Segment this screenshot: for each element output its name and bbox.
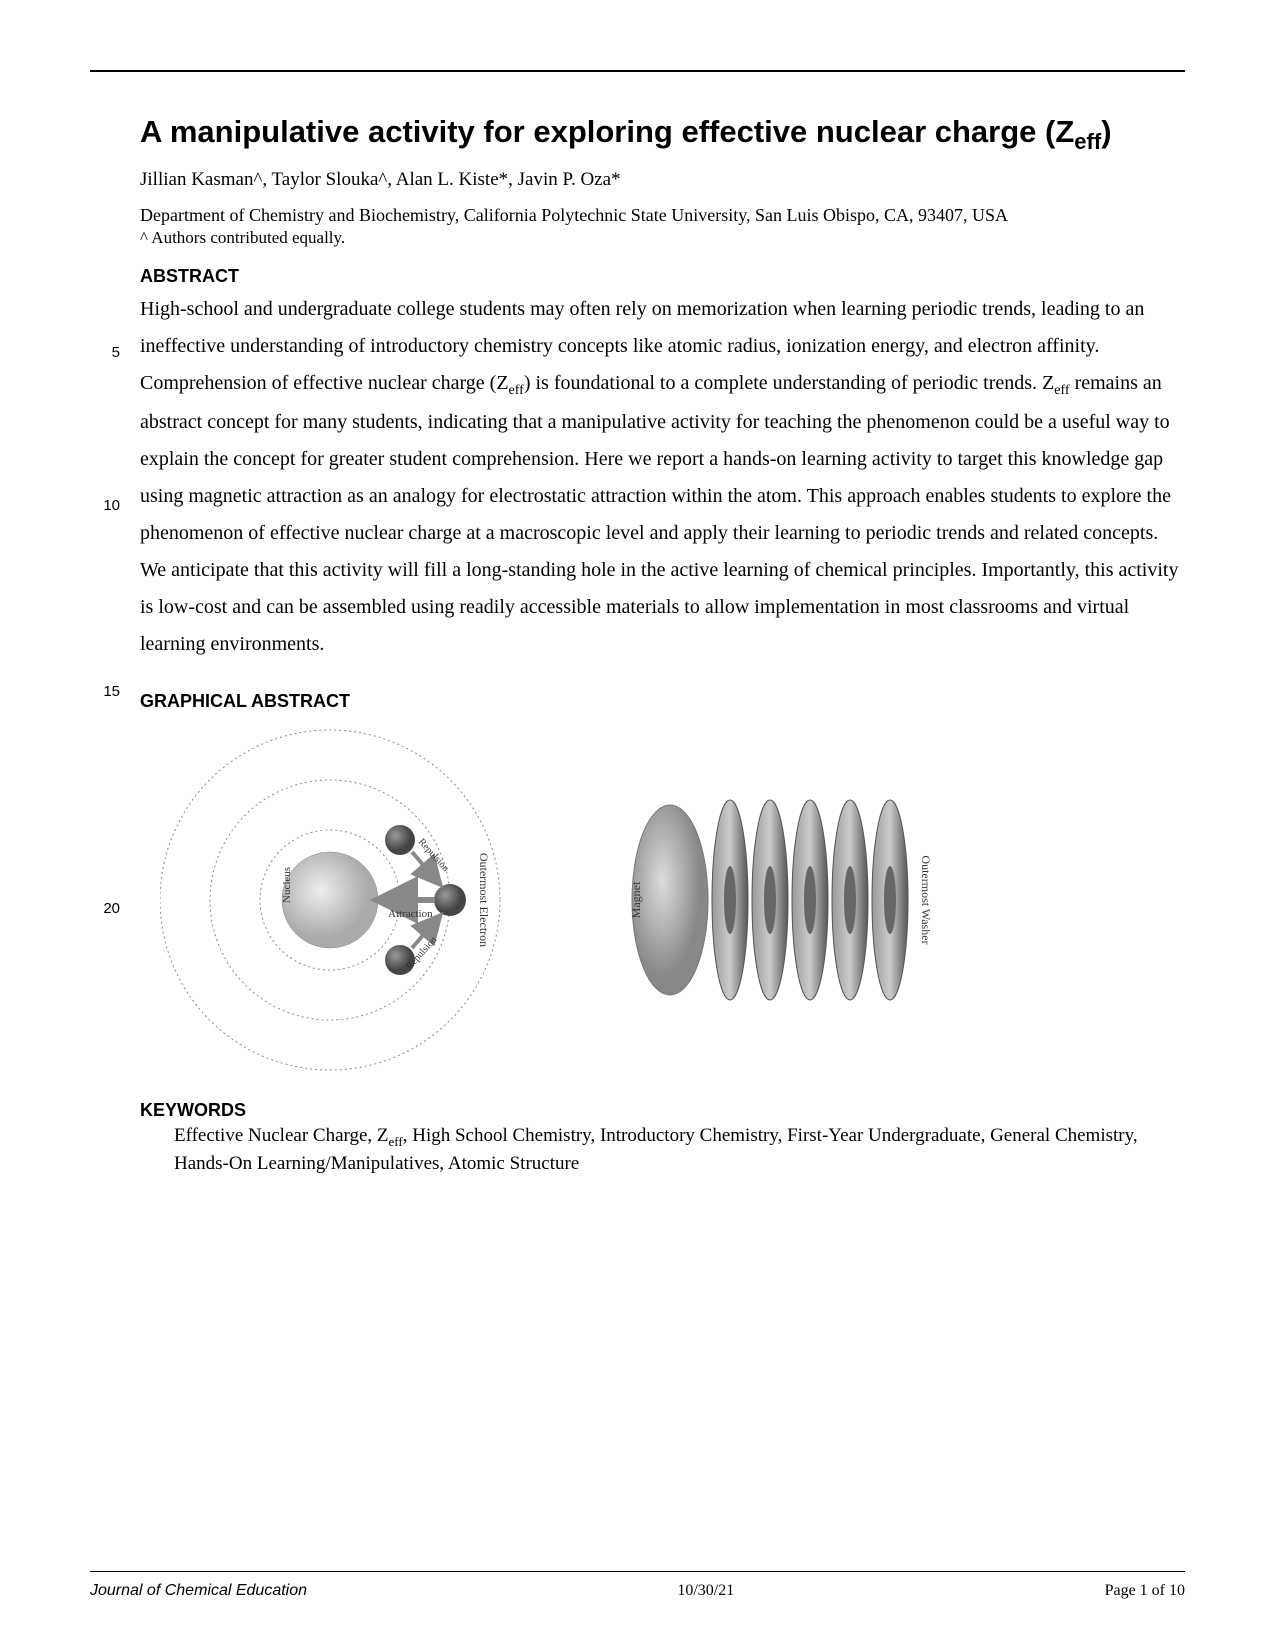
attraction-label: Attraction	[388, 908, 433, 920]
page-footer: Journal of Chemical Education 10/30/21 P…	[90, 1571, 1185, 1600]
title-close: )	[1101, 114, 1111, 149]
outermost-electron-label: Outermost Electron	[477, 853, 491, 947]
paper-title: A manipulative activity for exploring ef…	[140, 112, 1185, 157]
affiliation: Department of Chemistry and Biochemistry…	[140, 205, 1185, 226]
abstract-heading: ABSTRACT	[140, 266, 1185, 287]
footer-date: 10/30/21	[677, 1582, 734, 1600]
repulsion-label-top: Repulsion	[416, 836, 451, 874]
top-rule	[90, 70, 1185, 72]
graphical-abstract-heading: GRAPHICAL ABSTRACT	[140, 691, 1185, 712]
page: 5 10 15 20 A manipulative activity for e…	[0, 0, 1275, 1650]
line-number: 15	[90, 683, 120, 700]
graphical-abstract: Nucleus Attraction Repulsion Repulsion O…	[140, 720, 1185, 1080]
footer-journal: Journal of Chemical Education	[90, 1582, 307, 1600]
washer-diagram: Magnet Outermost Washer	[600, 760, 960, 1040]
equal-contribution-note: ^ Authors contributed equally.	[140, 228, 1185, 248]
line-number: 10	[90, 497, 120, 514]
nucleus-label: Nucleus	[281, 867, 293, 903]
keywords-heading: KEYWORDS	[140, 1100, 1185, 1121]
footer-page-number: Page 1 of 10	[1105, 1582, 1185, 1600]
content-column: 5 10 15 20 A manipulative activity for e…	[90, 112, 1185, 1177]
keywords-body: Effective Nuclear Charge, Zeff, High Sch…	[140, 1123, 1185, 1178]
line-number: 20	[90, 900, 120, 917]
line-number: 5	[90, 344, 120, 361]
outermost-washer-label: Outermost Washer	[919, 855, 933, 944]
author-list: Jillian Kasman^, Taylor Slouka^, Alan L.…	[140, 169, 1185, 191]
title-text: A manipulative activity for exploring ef…	[140, 114, 1074, 149]
magnet-label: Magnet	[629, 881, 643, 918]
atom-diagram: Nucleus Attraction Repulsion Repulsion O…	[160, 720, 540, 1080]
abstract-body: High-school and undergraduate college st…	[140, 291, 1185, 663]
title-subscript: eff	[1074, 129, 1101, 154]
